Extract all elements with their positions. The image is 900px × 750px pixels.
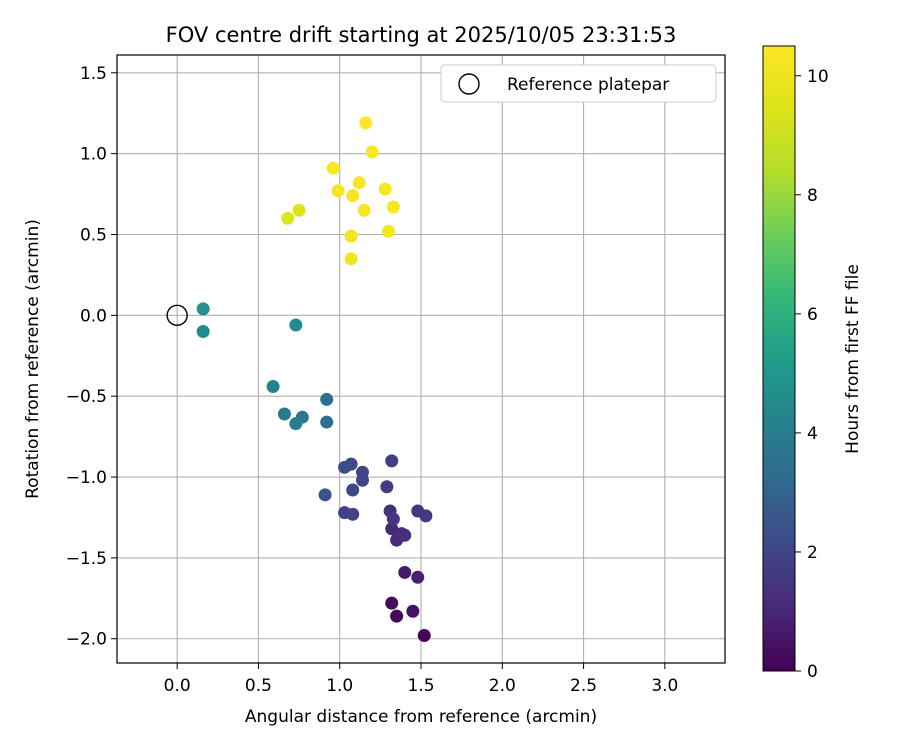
data-point	[352, 176, 366, 190]
data-point	[277, 407, 291, 421]
y-axis-ticks: 1.5 1.0 0.5 0.0 −0.5 −1.0 −1.5 −2.0	[66, 64, 117, 650]
x-tick-label: 2.0	[489, 676, 516, 696]
colorbar-tick-label: 6	[807, 305, 818, 325]
data-point	[394, 527, 408, 541]
data-point	[344, 229, 358, 243]
data-point	[292, 203, 306, 217]
data-point	[419, 509, 433, 523]
legend-label-reference: Reference platepar	[507, 75, 669, 95]
data-point	[331, 184, 345, 198]
colorbar-ticks: 0 2 4 6 8 10	[795, 67, 829, 682]
data-point	[381, 224, 395, 238]
x-tick-label: 0.5	[245, 676, 272, 696]
y-tick-label: −2.0	[66, 630, 107, 650]
data-point	[406, 604, 420, 618]
data-point	[417, 629, 431, 643]
data-point	[320, 415, 334, 429]
data-point	[266, 379, 280, 393]
colorbar-tick-label: 4	[807, 424, 818, 444]
y-tick-label: −1.0	[66, 468, 107, 488]
data-point	[385, 596, 399, 610]
data-point	[390, 609, 404, 623]
data-point	[196, 302, 210, 316]
colorbar-gradient	[762, 45, 796, 672]
colorbar-label: Hours from first FF file	[843, 264, 863, 454]
y-tick-label: 1.5	[80, 64, 107, 84]
x-axis-label: Angular distance from reference (arcmin)	[245, 707, 597, 727]
data-points	[196, 116, 433, 643]
data-point	[411, 570, 425, 584]
data-point	[281, 211, 295, 225]
data-point	[338, 460, 352, 474]
data-point	[365, 145, 379, 159]
x-tick-label: 2.5	[570, 676, 597, 696]
data-point	[289, 318, 303, 332]
data-point	[318, 488, 332, 502]
y-tick-label: −0.5	[66, 387, 107, 407]
data-point	[346, 189, 360, 203]
data-point	[344, 252, 358, 266]
colorbar-tick-label: 0	[807, 662, 818, 682]
y-tick-label: 0.0	[80, 306, 107, 326]
colorbar-tick-label: 8	[807, 186, 818, 206]
colorbar-tick-label: 2	[807, 543, 818, 563]
reference-marker	[166, 304, 188, 327]
data-point	[196, 325, 210, 339]
x-tick-label: 1.5	[407, 676, 434, 696]
x-tick-label: 0.0	[164, 676, 191, 696]
data-point	[326, 161, 340, 175]
grid-lines	[117, 55, 725, 663]
data-point	[320, 392, 334, 406]
legend-open-circle-icon	[458, 73, 480, 95]
data-point	[385, 522, 399, 536]
data-point	[385, 454, 399, 468]
data-point	[289, 417, 303, 431]
colorbar: 0 2 4 6 8 10 Hours from first FF file	[762, 45, 863, 682]
data-point	[398, 565, 412, 579]
x-tick-label: 1.0	[326, 676, 353, 696]
data-point	[346, 483, 360, 497]
data-point	[357, 203, 371, 217]
y-tick-label: −1.5	[66, 549, 107, 569]
y-tick-label: 0.5	[80, 225, 107, 245]
y-axis-label: Rotation from reference (arcmin)	[23, 219, 43, 499]
y-tick-label: 1.0	[80, 145, 107, 165]
colorbar-tick-label: 10	[807, 67, 829, 87]
data-point	[346, 507, 360, 521]
legend: Reference platepar	[440, 64, 717, 103]
data-point	[386, 200, 400, 214]
reference-point-marker	[166, 304, 188, 327]
data-point	[386, 512, 400, 526]
data-point	[380, 480, 394, 494]
x-tick-label: 3.0	[651, 676, 678, 696]
chart-title: FOV centre drift starting at 2025/10/05 …	[166, 23, 677, 47]
data-point	[378, 182, 392, 196]
legend-box	[440, 64, 717, 103]
x-axis-ticks: 0.0 0.5 1.0 1.5 2.0 2.5 3.0	[164, 663, 678, 696]
data-point	[355, 465, 369, 479]
data-point	[359, 116, 373, 130]
